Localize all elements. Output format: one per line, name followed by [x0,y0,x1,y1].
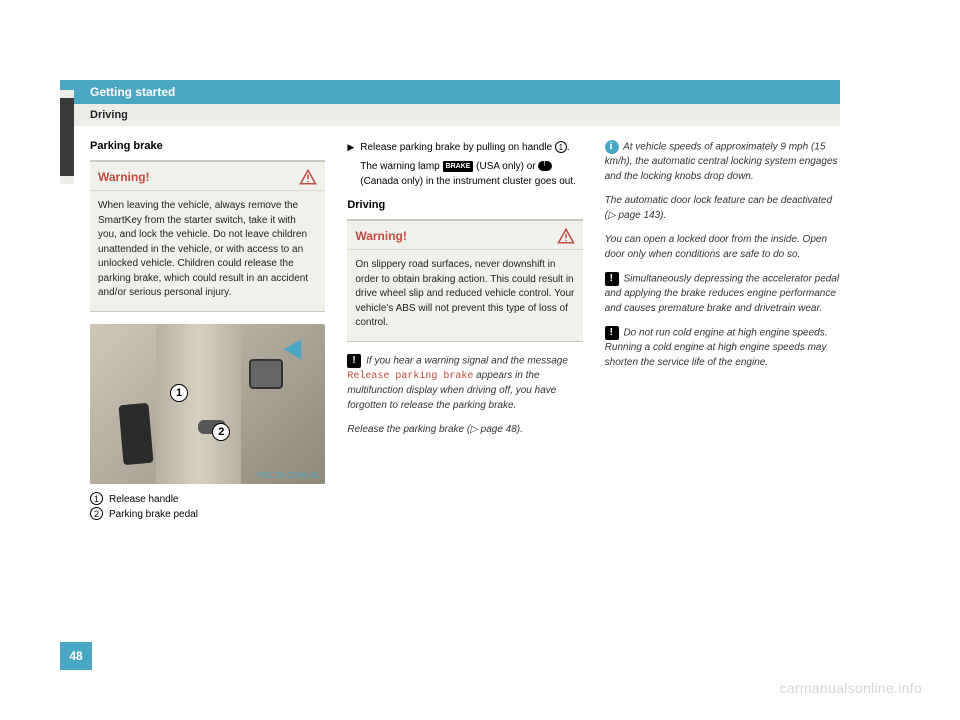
header-subsection-band: Driving [60,104,840,126]
figure-release-handle [249,359,283,389]
info1-text: At vehicle speeds of approximately 9 mph… [605,142,838,182]
figure-steering-column [156,324,241,484]
brake-lamp-canada-icon [538,161,552,171]
warning-box-1: Warning! When leaving the vehicle, alway… [90,160,325,312]
caution-icon [605,272,619,286]
info-icon [605,140,619,154]
info-locking-1: At vehicle speeds of approximately 9 mph… [605,140,840,184]
note-c: Release the parking brake (▷ page 48). [347,424,523,435]
header-section-title: Getting started [90,85,175,99]
warning-title-2: Warning! [355,229,407,243]
manual-page: Getting started Driving Parking brake Wa… [0,0,960,720]
info3-text: You can open a locked door from the insi… [605,234,827,260]
caution-icon [347,354,361,368]
step1-a: Release parking brake by pulling on hand… [360,142,555,153]
legend-text-2: Parking brake pedal [109,509,198,520]
header-section-band: Getting started [60,80,840,104]
step-release-brake: ▶ Release parking brake by pulling on ha… [347,140,582,189]
legend-text-1: Release handle [109,494,179,505]
figure-callout-2: 2 [212,423,230,441]
step2-b: (USA only) or [473,161,538,172]
caution-accel-brake: Simultaneously depressing the accelerato… [605,272,840,316]
note2-text: Do not run cold engine at high engine sp… [605,328,828,368]
col2-heading: Driving [347,199,582,211]
step2-a: The warning lamp [360,161,442,172]
note-a: If you hear a warning signal and the mes… [366,355,568,366]
caution-cold-engine: Do not run cold engine at high engine sp… [605,326,840,370]
step2-c: (Canada only) in the instrument cluster … [360,176,576,187]
warning-box-2: Warning! On slippery road surfaces, neve… [347,219,582,342]
watermark-text: carmanualsonline.info [780,680,923,696]
step-marker-icon: ▶ [347,140,354,189]
warning-triangle-icon [299,168,317,186]
legend-row-2: 2 Parking brake pedal [90,507,325,522]
caution-icon [605,326,619,340]
legend-row-1: 1 Release handle [90,492,325,507]
step1-numref: 1 [555,141,567,153]
warning-triangle-icon [557,227,575,245]
brake-lamp-usa-icon: BRAKE [443,161,474,172]
step1-b: . [567,142,570,153]
legend-num-2: 2 [90,507,103,520]
info-locking-2: The automatic door lock feature can be d… [605,194,840,223]
info2-text: The automatic door lock feature can be d… [605,195,832,221]
step-text: Release parking brake by pulling on hand… [360,140,582,189]
info-locking-3: You can open a locked door from the insi… [605,233,840,262]
column-1: Parking brake Warning! When leaving the … [90,140,325,522]
legend-num-1: 1 [90,492,103,505]
warning-title: Warning! [98,170,150,184]
parking-brake-figure: 1 2 P42.20-2336-31 [90,324,325,484]
note-release-ref: Release the parking brake (▷ page 48). [347,423,582,438]
warning-header-2: Warning! [347,221,582,250]
note-code: Release parking brake [347,371,473,382]
note1-text: Simultaneously depressing the accelerato… [605,274,839,314]
content-columns: Parking brake Warning! When leaving the … [90,140,840,522]
warning-header: Warning! [90,162,325,191]
note-release-brake: If you hear a warning signal and the mes… [347,354,582,414]
chapter-thumb-tab [60,90,74,184]
warning-body: When leaving the vehicle, always remove … [90,191,325,311]
page-number-badge: 48 [60,642,92,670]
figure-legend: 1 Release handle 2 Parking brake pedal [90,492,325,522]
warning-body-2: On slippery road surfaces, never downshi… [347,250,582,341]
column-3: At vehicle speeds of approximately 9 mph… [605,140,840,522]
figure-brake-pedal [118,402,153,464]
header-subsection-title: Driving [90,109,128,121]
figure-reference-code: P42.20-2336-31 [258,471,320,480]
col1-heading: Parking brake [90,140,325,152]
column-2: ▶ Release parking brake by pulling on ha… [347,140,582,522]
